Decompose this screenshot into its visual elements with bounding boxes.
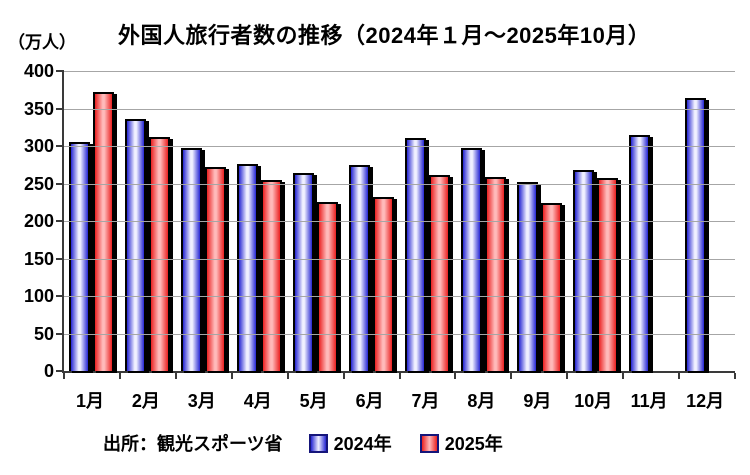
- bar-group-11: [623, 71, 679, 371]
- y-axis-labels: 0 50 100 150 200 250 300 350 400: [0, 61, 54, 381]
- bar-2025-m9: [540, 203, 562, 371]
- y-tick-label-100: 100: [23, 286, 54, 306]
- y-tick-label-200: 200: [23, 211, 54, 231]
- legend-label-2024: 2024年: [333, 434, 392, 454]
- x-axis-tick: [566, 373, 569, 379]
- y-tick-label-50: 50: [33, 323, 54, 344]
- bar-groups: [64, 71, 735, 371]
- bar-2024-m1: [69, 142, 91, 371]
- y-axis-tick: [56, 70, 64, 72]
- legend-swatch-2025: [419, 433, 439, 453]
- x-tick-label-6: 6月: [355, 391, 384, 411]
- y-axis-tick: [56, 182, 64, 185]
- y-axis-tick: [56, 257, 64, 260]
- x-axis-tick: [734, 373, 736, 379]
- gridline-150: [64, 258, 735, 260]
- bar-2025-m3: [205, 167, 227, 371]
- bar-2024-m12: [684, 98, 706, 371]
- y-tick-label-350: 350: [23, 98, 54, 119]
- x-axis-tick: [230, 373, 233, 379]
- bar-2025-m6: [373, 197, 395, 371]
- bar-2024-m11: [628, 134, 650, 371]
- x-axis-tick: [454, 373, 457, 379]
- chart-title: 外国人旅行者数の推移（2024年１月～2025年10月）: [118, 23, 651, 48]
- bar-group-7: [400, 71, 456, 371]
- gridline-400: [64, 71, 735, 72]
- x-axis-tick: [342, 373, 345, 379]
- bar-2024-m6: [349, 164, 371, 371]
- bar-2025-m8: [484, 176, 506, 371]
- bar-2024-m4: [237, 164, 259, 371]
- bar-2025-m1: [93, 92, 115, 371]
- y-axis-tick: [56, 220, 64, 222]
- bar-2024-m2: [125, 119, 147, 371]
- chart-footer: 出所：観光スポーツ省 2024年 2025年: [0, 430, 750, 456]
- plot-area: [56, 70, 736, 379]
- bar-2024-m7: [404, 137, 426, 371]
- gridline-50: [64, 333, 735, 335]
- y-tick-label-150: 150: [23, 248, 54, 269]
- gridline-200: [64, 221, 735, 222]
- x-axis-tick: [678, 373, 681, 379]
- x-tick-label-3: 3月: [187, 391, 216, 411]
- legend: 2024年 2025年: [308, 430, 503, 456]
- x-axis-tick: [63, 373, 65, 379]
- bar-group-1: [64, 71, 120, 371]
- x-axis-tick: [118, 373, 121, 379]
- bar-group-4: [232, 71, 288, 371]
- x-tick-label-5: 5月: [299, 391, 328, 411]
- legend-item-2025: 2025年: [419, 430, 503, 456]
- bar-2025-m2: [149, 137, 171, 371]
- y-tick-label-300: 300: [23, 136, 54, 156]
- x-axis-tick: [398, 373, 401, 379]
- y-axis-unit-label: （万人）: [8, 33, 76, 52]
- gridline-350: [64, 108, 735, 110]
- x-axis-tick: [174, 373, 177, 379]
- x-axis-labels: 1月 2月 3月 4月 5月 6月 7月 8月 9月 10月 11月 12月: [62, 387, 733, 413]
- y-axis-tick: [56, 107, 64, 110]
- bar-group-9: [511, 71, 567, 371]
- bar-group-8: [455, 71, 511, 371]
- x-tick-label-12: 12月: [686, 391, 725, 411]
- x-tick-label-10: 10月: [574, 391, 613, 411]
- x-axis-tick: [286, 373, 289, 379]
- x-tick-label-2: 2月: [131, 391, 160, 411]
- x-tick-label-11: 11月: [630, 391, 668, 411]
- y-axis-tick: [56, 295, 64, 297]
- bar-2024-m10: [572, 170, 594, 371]
- bar-2025-m5: [317, 201, 339, 371]
- bar-group-2: [120, 71, 176, 371]
- y-axis-tick: [56, 370, 64, 372]
- legend-item-2024: 2024年: [308, 430, 392, 456]
- bar-group-12: [679, 71, 735, 371]
- x-tick-label-1: 1月: [75, 391, 104, 411]
- legend-swatch-2024: [308, 433, 328, 453]
- bar-2024-m5: [293, 173, 315, 371]
- x-tick-label-8: 8月: [467, 391, 496, 411]
- x-axis-tick: [622, 373, 625, 379]
- bar-group-5: [288, 71, 344, 371]
- bar-2025-m10: [596, 178, 618, 371]
- bar-group-10: [567, 71, 623, 371]
- bar-2024-m8: [460, 148, 482, 371]
- gridline-300: [64, 146, 735, 147]
- source-label: 出所：観光スポーツ省: [103, 434, 283, 454]
- x-tick-label-9: 9月: [523, 391, 552, 411]
- bar-2025-m7: [428, 175, 450, 371]
- bar-2025-m4: [261, 179, 283, 371]
- gridline-100: [64, 296, 735, 297]
- bar-group-6: [344, 71, 400, 371]
- x-tick-label-4: 4月: [243, 391, 272, 411]
- bar-2024-m9: [516, 182, 538, 371]
- x-tick-label-7: 7月: [411, 391, 440, 411]
- y-axis-tick: [56, 145, 64, 147]
- y-tick-label-400: 400: [23, 61, 54, 81]
- legend-label-2025: 2025年: [444, 434, 503, 454]
- x-axis-tick: [510, 373, 513, 379]
- y-tick-label-0: 0: [43, 361, 54, 381]
- gridline-250: [64, 183, 735, 185]
- y-axis-tick: [56, 332, 64, 335]
- y-tick-label-250: 250: [23, 173, 54, 194]
